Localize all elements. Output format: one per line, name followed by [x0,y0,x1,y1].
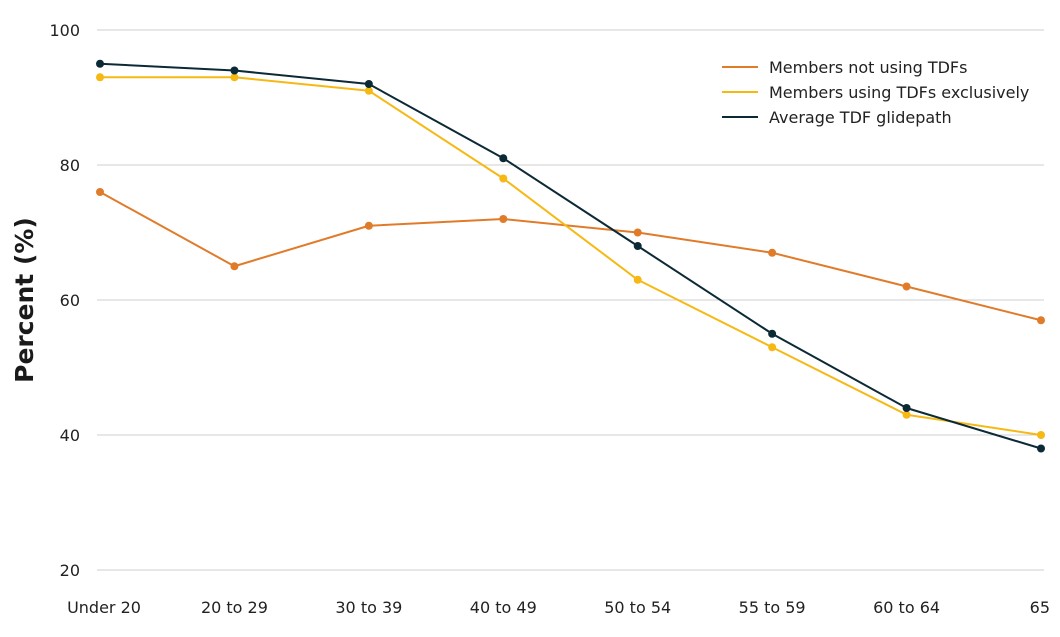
data-point-2-7 [1037,444,1045,453]
x-tick-label-3: 40 to 49 [470,598,537,617]
data-point-0-1 [230,262,239,271]
y-tick-label-60: 60 [60,291,80,310]
data-point-2-3 [499,154,508,163]
data-point-2-4 [633,242,642,250]
legend: Members not using TDFs Members using TDFs… [722,58,1029,127]
series-1 [96,73,1045,439]
data-point-0-4 [633,228,642,237]
data-point-2-2 [364,80,373,88]
data-point-2-0 [96,59,104,68]
data-point-1-7 [1037,431,1045,439]
x-tick-label-7: 65 [1030,598,1050,617]
legend-label-0: Members not using TDFs [769,58,967,77]
data-point-1-5 [768,343,777,352]
data-point-1-6 [902,410,911,419]
y-axis-ticks: 20 40 60 80 100 [49,21,80,580]
series-line-2 [99,62,1042,450]
data-point-1-4 [633,275,642,284]
series-2 [96,59,1045,453]
y-tick-label-100: 100 [49,21,80,40]
series-line-0 [99,191,1042,322]
grid-lines [97,29,1044,571]
x-axis-ticks: Under 20 20 to 29 30 to 39 40 to 49 50 to 54… [67,598,1050,617]
data-point-2-1 [230,66,239,75]
data-point-0-7 [1037,316,1045,325]
legend-label-1: Members using TDFs exclusively [769,83,1029,102]
data-point-0-3 [499,215,508,223]
x-tick-label-0: Under 20 [67,598,141,617]
data-point-0-2 [364,221,373,230]
series-line-1 [100,76,1042,436]
data-point-0-0 [96,188,104,196]
data-point-0-5 [768,248,777,257]
data-point-0-6 [902,282,911,291]
y-tick-label-20: 20 [60,561,80,580]
data-point-1-1 [230,73,239,82]
x-tick-label-1: 20 to 29 [201,598,268,617]
legend-label-2: Average TDF glidepath [769,108,952,127]
x-tick-label-4: 50 to 54 [604,598,671,617]
x-tick-label-6: 60 to 64 [873,598,940,617]
data-point-2-6 [902,404,911,412]
series-0 [96,188,1045,325]
data-point-2-5 [768,329,777,338]
data-point-1-2 [364,86,373,95]
data-point-1-0 [96,73,104,82]
y-tick-label-40: 40 [60,426,80,445]
data-point-1-3 [499,174,508,183]
x-tick-label-2: 30 to 39 [335,598,402,617]
x-tick-label-5: 55 to 59 [739,598,806,617]
series-group [96,59,1045,453]
y-axis-label: Percent (%) [10,217,39,383]
y-tick-label-80: 80 [60,156,80,175]
